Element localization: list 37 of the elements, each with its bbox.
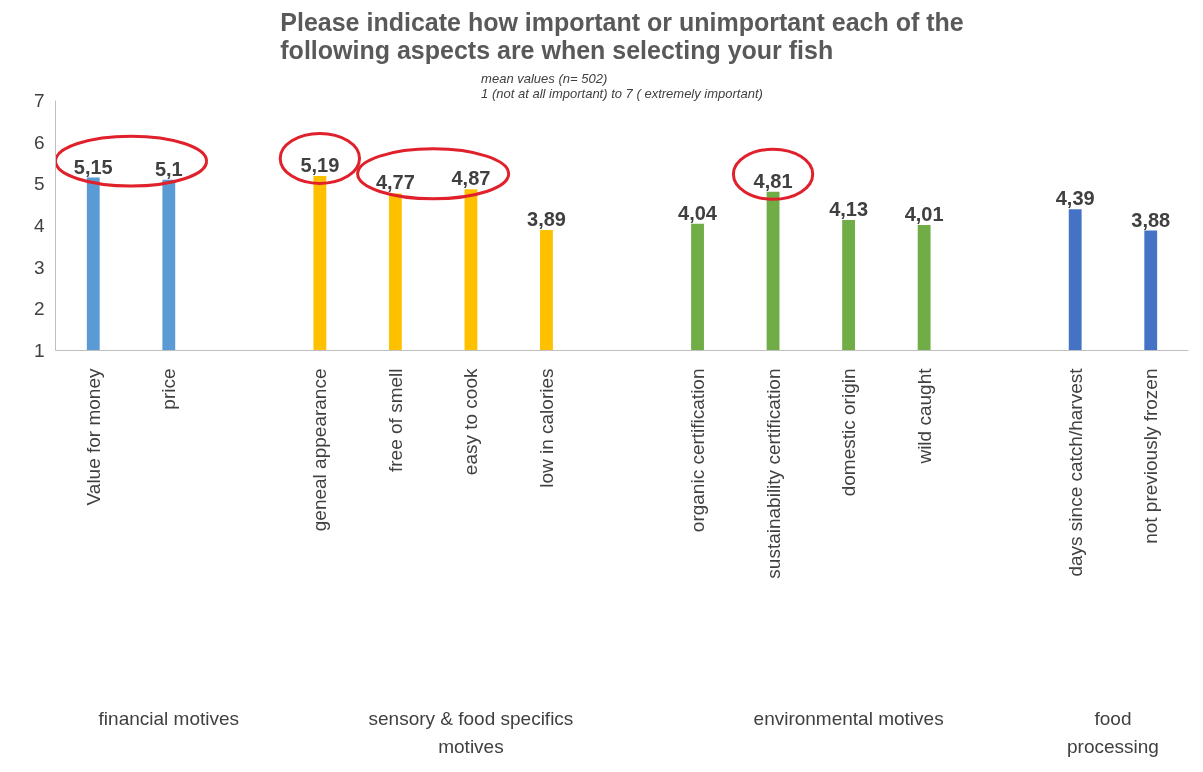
y-tick-label: 3	[33, 256, 45, 278]
data-label: 4,13	[829, 198, 869, 221]
data-label: 4,87	[451, 167, 491, 190]
x-tick-label: not previously frozen	[1140, 368, 1162, 544]
x-tick-label: geneal appearance	[309, 368, 331, 532]
y-tick-label: 7	[33, 90, 45, 111]
data-label: 4,81	[753, 169, 793, 192]
y-tick-label: 5	[33, 173, 45, 195]
data-label: 4,04	[678, 201, 718, 224]
y-tick-label: 1	[33, 340, 45, 361]
text: financial motives	[98, 707, 240, 729]
data-label: 4,01	[904, 203, 944, 226]
text: environmental motives	[753, 707, 944, 729]
data-label: 4,77	[375, 171, 415, 194]
x-tick-label: free of smell	[384, 368, 406, 472]
data-label: 3,88	[1131, 208, 1171, 231]
data-label: 5,1	[154, 157, 183, 180]
x-tick-label: sustainability certification	[762, 368, 784, 579]
x-tick-label: Value for money	[82, 368, 104, 506]
chart-title: Please indicate how important or unimportant each of the following aspects are when selecting your fish	[280, 7, 964, 64]
y-tick-label: 2	[33, 298, 45, 320]
x-tick-label: price	[158, 368, 180, 410]
data-label: 5,15	[73, 155, 113, 178]
text: food processing	[1067, 707, 1159, 757]
data-label: 3,89	[527, 208, 566, 231]
y-tick-label: 4	[33, 215, 45, 236]
data-label: 4,39	[1055, 187, 1095, 210]
text: sensory & food specifics motives	[368, 707, 574, 757]
x-tick-label: domestic origin	[838, 368, 860, 497]
x-tick-label: organic certification	[687, 368, 709, 533]
chart-subtitle: mean values (n= 502) 1 (not at all important) to 7 ( extremely important)	[481, 70, 763, 101]
x-tick-label: days since catch/harvest	[1064, 367, 1086, 577]
y-tick-label: 6	[33, 131, 45, 153]
x-tick-label: low in calories	[535, 368, 557, 488]
x-tick-label: easy to cook	[460, 368, 482, 476]
data-label: 5,19	[300, 153, 340, 176]
x-tick-label: wild caught	[913, 367, 935, 465]
